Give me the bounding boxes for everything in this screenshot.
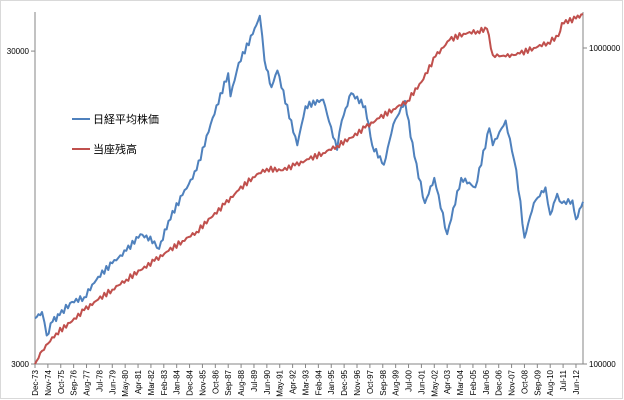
x-tick-label-1: Nov-74 bbox=[44, 369, 53, 395]
x-tick-label-3: Sep-76 bbox=[70, 369, 79, 395]
x-tick-label-30: Jun-01 bbox=[417, 369, 426, 394]
x-tick-label-15: Sep-87 bbox=[224, 369, 233, 395]
x-tick-label-24: Dec-95 bbox=[340, 369, 349, 395]
x-tick-label-23: Jan-95 bbox=[327, 369, 336, 394]
x-tick-label-19: May-91 bbox=[276, 369, 285, 396]
x-tick-label-0: Dec-73 bbox=[31, 369, 40, 395]
x-tick-label-13: Nov-85 bbox=[198, 369, 207, 395]
x-tick-label-35: Jan-06 bbox=[482, 369, 491, 394]
x-tick-label-7: May-80 bbox=[121, 369, 130, 396]
series-line-nikkei bbox=[34, 14, 584, 337]
x-tick-label-37: Nov-07 bbox=[508, 369, 517, 395]
left-tick-label-0: 3000 bbox=[11, 360, 29, 369]
x-tick-label-36: Dec-06 bbox=[495, 369, 504, 395]
x-tick-label-16: Aug-88 bbox=[237, 369, 246, 395]
x-tick-label-18: Jun-90 bbox=[263, 369, 272, 394]
x-tick-label-9: Mar-82 bbox=[147, 369, 156, 395]
legend-label-reserves: 当座残高 bbox=[93, 142, 137, 156]
x-tick-label-27: Sep-98 bbox=[379, 369, 388, 395]
axes bbox=[34, 12, 584, 365]
series-lines bbox=[34, 13, 584, 365]
right-axis-ticks: 100000 1000000 bbox=[583, 44, 621, 369]
x-tick-label-25: Nov-96 bbox=[353, 369, 362, 395]
x-tick-label-14: Oct-86 bbox=[211, 369, 220, 394]
x-tick-label-29: Jul-00 bbox=[405, 369, 414, 391]
x-tick-label-12: Dec-84 bbox=[186, 369, 195, 395]
x-tick-label-21: Mar-93 bbox=[301, 369, 310, 395]
x-tick-label-39: Sep-09 bbox=[533, 369, 542, 395]
x-tick-label-42: Jun-12 bbox=[572, 369, 581, 394]
left-tick-label-1: 30000 bbox=[7, 47, 30, 56]
x-tick-label-20: Apr-92 bbox=[289, 369, 298, 394]
x-tick-label-31: May-02 bbox=[430, 369, 439, 396]
x-tick-label-26: Oct-97 bbox=[366, 369, 375, 394]
x-tick-label-4: Aug-77 bbox=[83, 369, 92, 395]
x-tick-label-17: Jul-89 bbox=[250, 369, 259, 391]
legend: 日経平均株価 当座残高 bbox=[72, 112, 159, 156]
right-tick-label-0: 100000 bbox=[589, 360, 616, 369]
series-line-reserves bbox=[34, 13, 584, 365]
x-tick-label-33: Mar-04 bbox=[456, 369, 465, 395]
x-tick-label-34: Feb-05 bbox=[469, 369, 478, 395]
x-tick-label-22: Feb-94 bbox=[314, 369, 323, 395]
x-tick-label-6: Jun-79 bbox=[108, 369, 117, 394]
x-tick-label-38: Oct-08 bbox=[520, 369, 529, 394]
x-tick-label-2: Oct-75 bbox=[57, 369, 66, 394]
x-tick-label-10: Feb-83 bbox=[160, 369, 169, 395]
left-axis-ticks: 3000 30000 bbox=[7, 47, 35, 369]
right-tick-label-1: 1000000 bbox=[589, 44, 621, 53]
x-tick-label-28: Aug-99 bbox=[392, 369, 401, 395]
x-tick-label-41: Jul-11 bbox=[559, 369, 568, 391]
x-tick-label-5: Jul-78 bbox=[95, 369, 104, 391]
legend-label-nikkei: 日経平均株価 bbox=[93, 112, 159, 126]
x-tick-label-11: Jan-84 bbox=[173, 369, 182, 394]
x-tick-label-32: Apr-03 bbox=[443, 369, 452, 394]
x-tick-label-8: Apr-81 bbox=[134, 369, 143, 394]
x-axis-ticks: Dec-73 Nov-74 Oct-75 Sep-76 Aug-77 Jul-78 Jun-… bbox=[31, 364, 581, 397]
x-tick-label-40: Aug-10 bbox=[546, 369, 555, 395]
